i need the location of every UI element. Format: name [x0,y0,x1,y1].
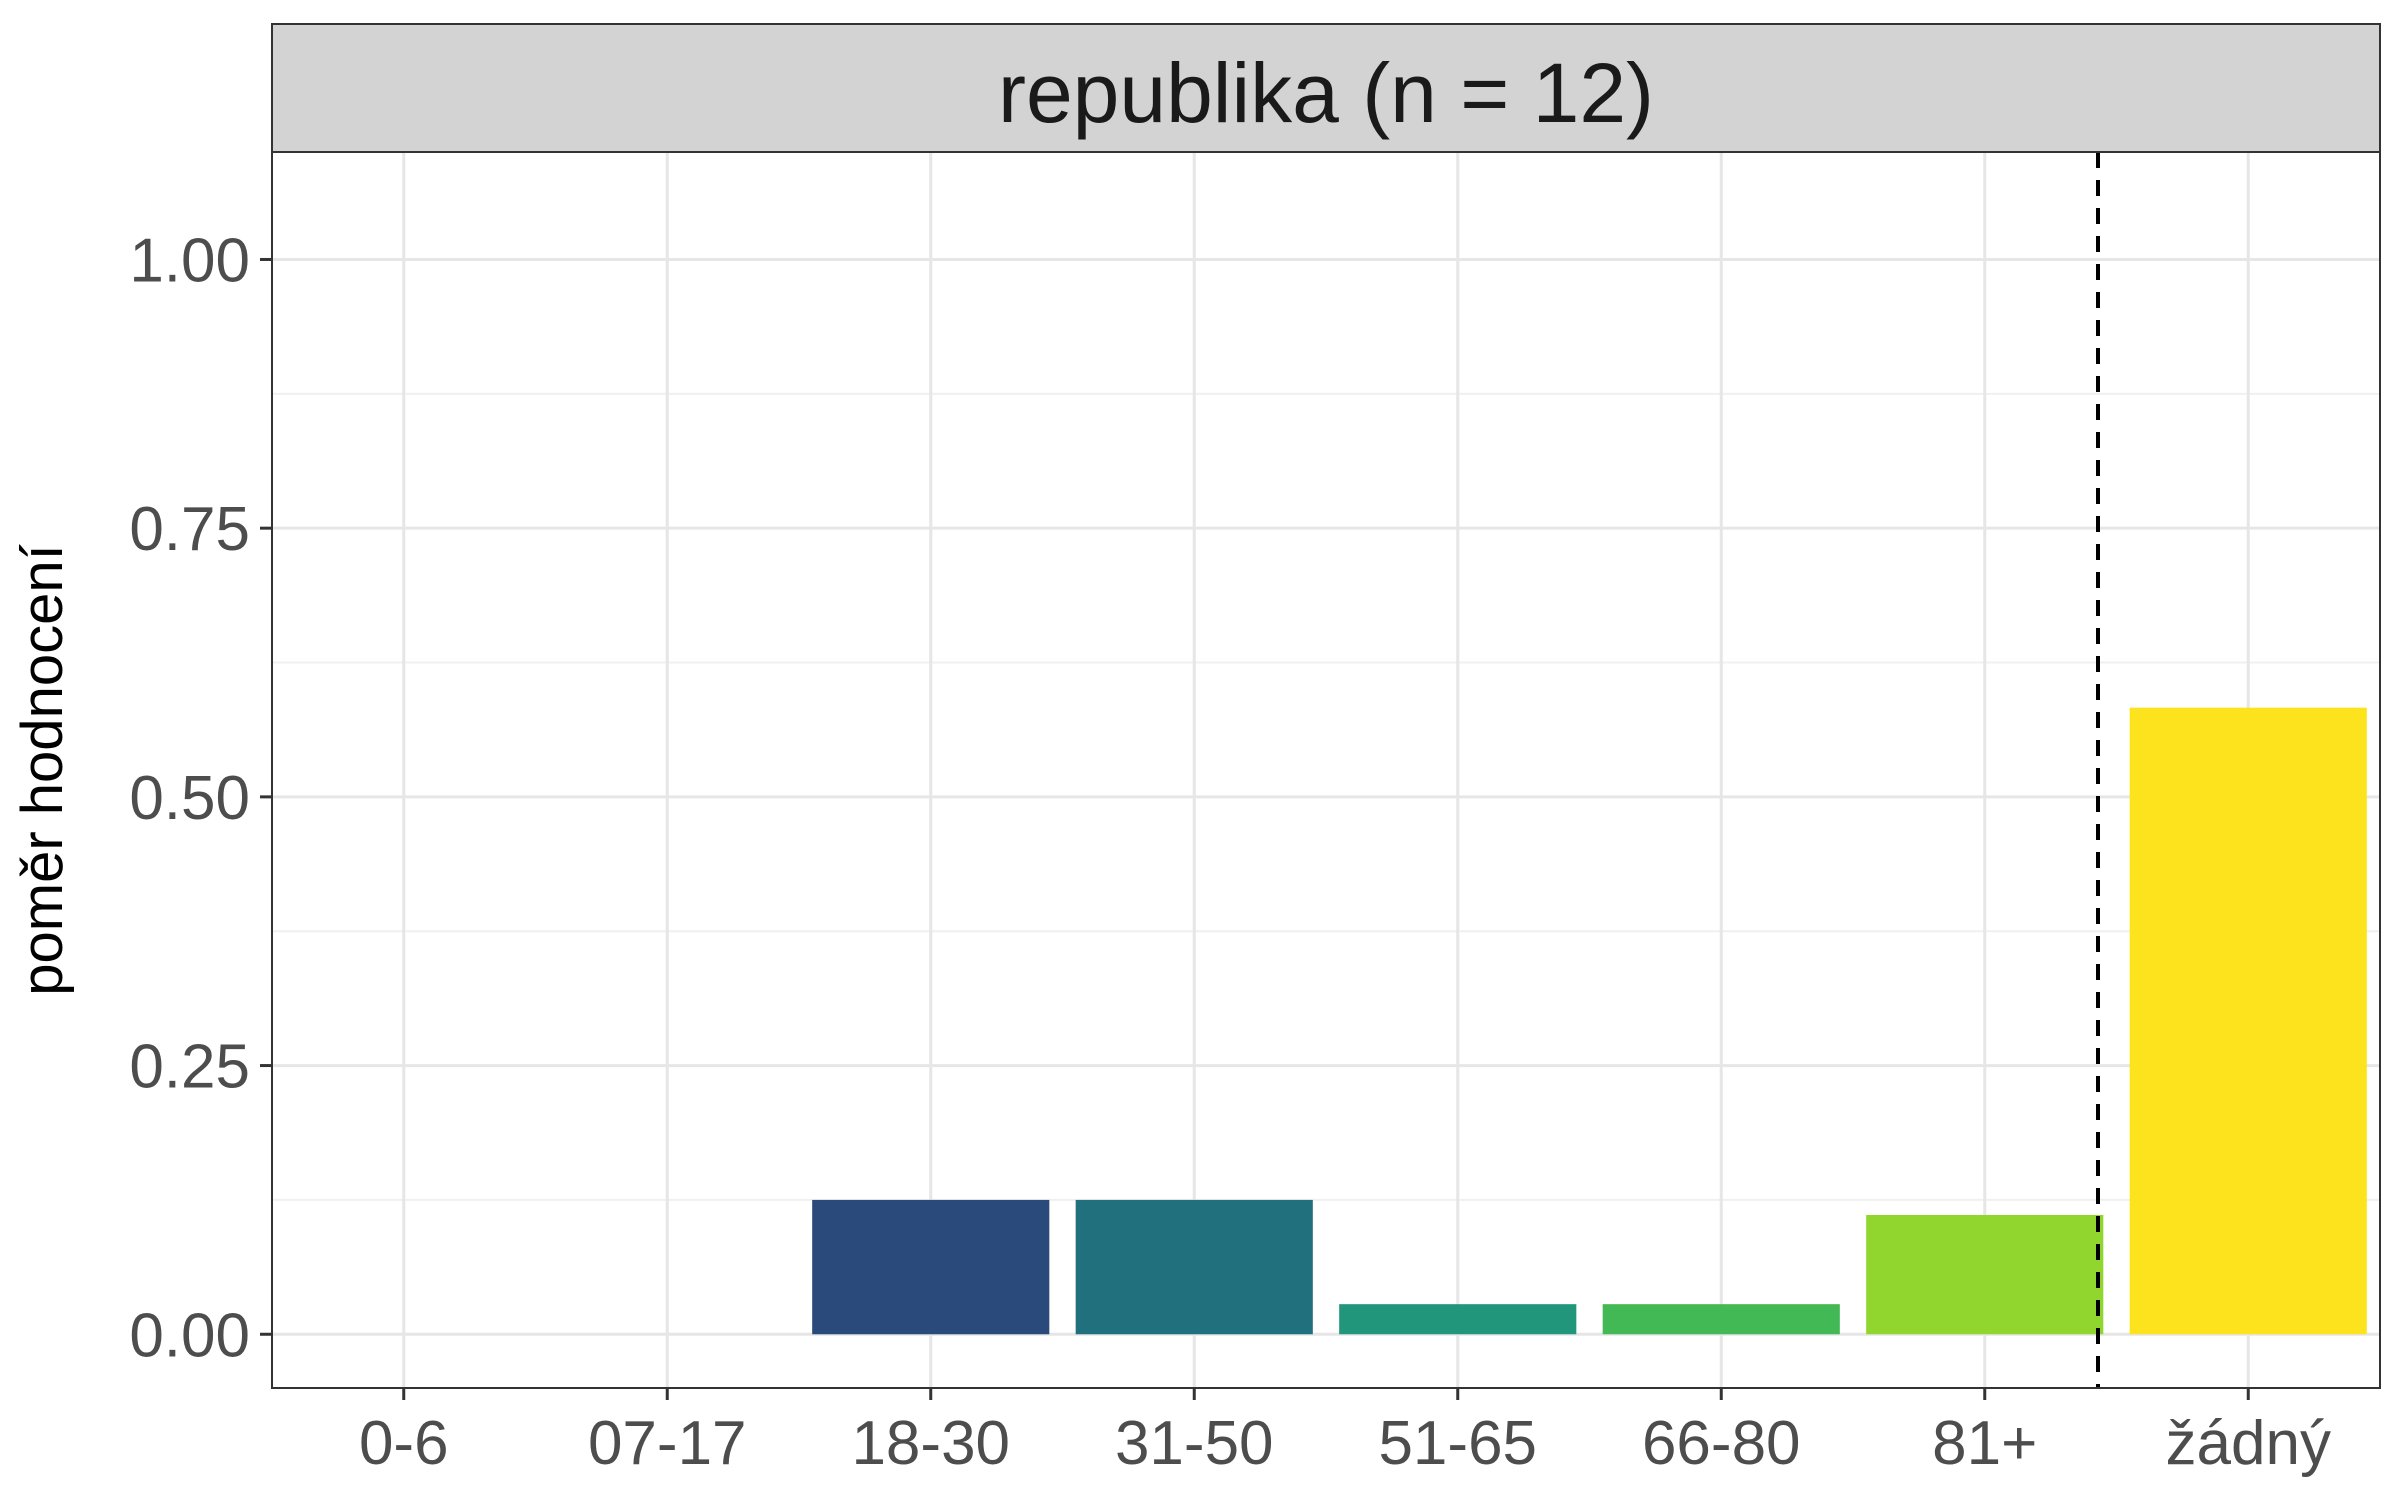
facet-strip [271,23,2381,153]
x-tick-label: žádný [2166,1409,2331,1478]
x-tick-label: 51-65 [1378,1409,1537,1478]
x-axis: 0-6 07-17 18-30 31-50 51-65 66-80 81+ žádný [359,1388,2331,1478]
facet-strip-title: republika (n = 12) [998,46,1654,140]
bar-51-65 [1339,1304,1577,1335]
x-tick-label: 81+ [1932,1409,2037,1478]
x-tick-label: 0-6 [359,1409,449,1478]
y-axis-title: poměr hodnocení [10,544,75,995]
bar-31-50 [1075,1199,1313,1335]
grid-layer [272,152,2380,1388]
x-tick-label: 07-17 [588,1409,747,1478]
bar-66-80 [1602,1304,1840,1335]
y-tick-label: 0.50 [129,764,250,833]
bars-layer [812,707,2367,1335]
y-tick-label: 0.75 [129,495,250,564]
x-tick-label: 18-30 [851,1409,1010,1478]
plot-panel [272,152,2380,1388]
y-axis: 0.00 0.25 0.50 0.75 1.00 [129,226,272,1370]
x-tick-label: 31-50 [1115,1409,1274,1478]
x-tick-label: 66-80 [1642,1409,1801,1478]
bar-18-30 [812,1199,1050,1335]
y-tick-label: 1.00 [129,226,250,295]
bar-žádný [2129,707,2367,1335]
y-tick-label: 0.00 [129,1301,250,1370]
panel-border [271,151,2381,1389]
bar-81+ [1866,1214,2104,1335]
y-tick-label: 0.25 [129,1033,250,1102]
